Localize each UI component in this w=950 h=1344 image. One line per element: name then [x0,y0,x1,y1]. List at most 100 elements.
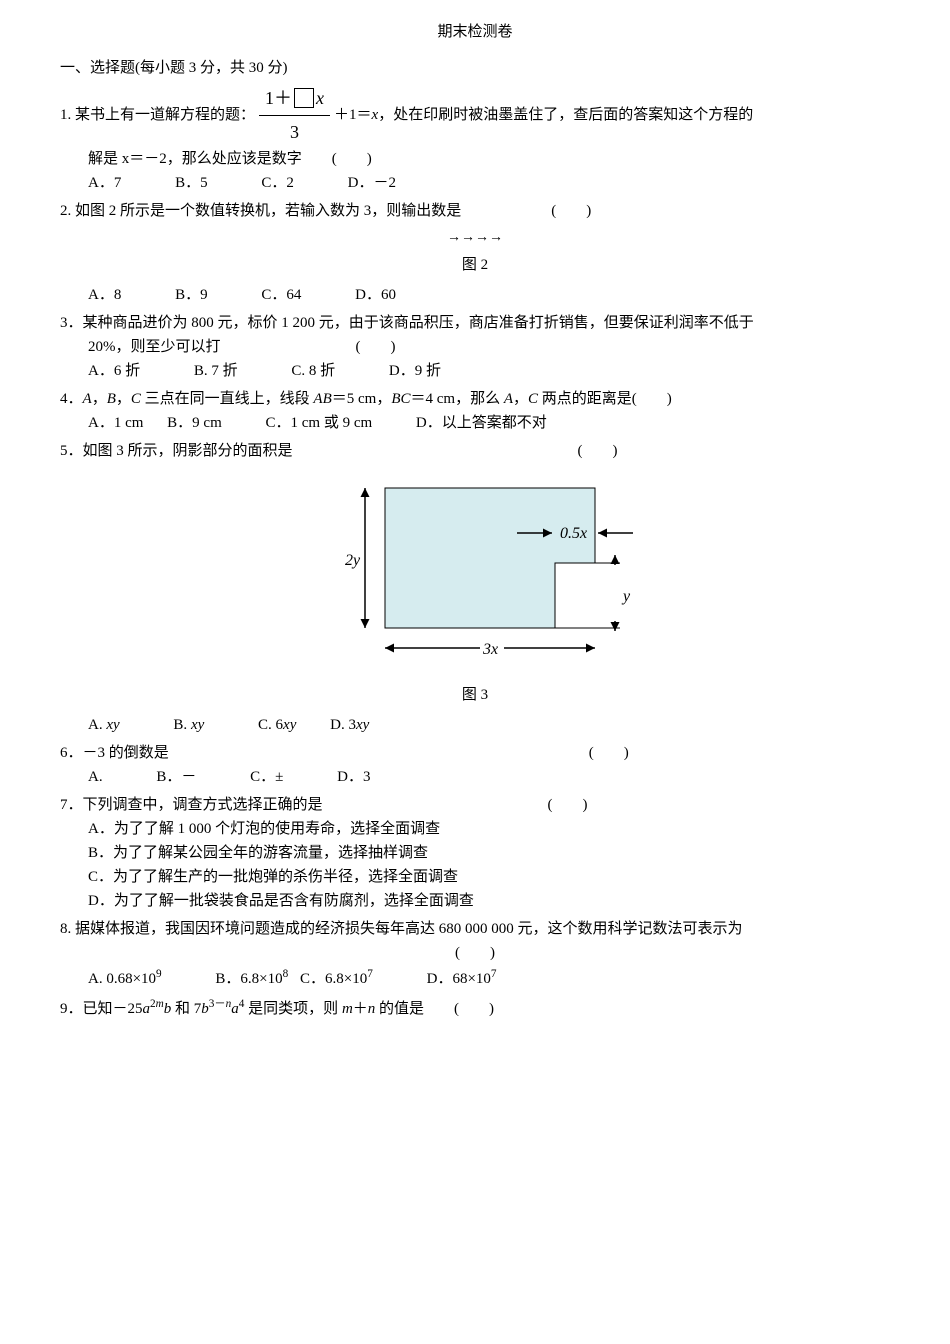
q9-e2-m: － [214,998,225,1010]
question-8: 8. 据媒体报道，我国因环境问题造成的经济损失每年高达 680 000 000 … [60,917,890,991]
q7-a: A．为了了解 1 000 个灯泡的使用寿命，选择全面调查 [60,817,890,841]
q5-choice-c: C. 6xy [258,713,296,737]
q4-mid1: 三点在同一直线上，线段 [141,391,314,407]
q1-choice-c: C．2 [261,171,294,195]
q8-choices: A. 0.68×109 B．6.8×108 C．6.8×107 D．68×107 [60,965,890,991]
blank-box-icon [294,88,314,108]
q4-cc2: C [528,391,538,407]
q9-m: m [342,1001,353,1017]
question-9: 9．已知－25a2mb 和 7b3－na4 是同类项，则 m＋n 的值是 ( ) [60,995,890,1021]
q1-fraction: 1＋ x 3 [259,84,330,147]
q1-choices: A．7 B．5 C．2 D．－2 [60,171,890,195]
q9-plus: ＋ [353,1001,368,1017]
q8c-pre: C．6.8×10 [300,971,367,987]
q8-text: 8. 据媒体报道，我国因环境问题造成的经济损失每年高达 680 000 000 … [60,917,890,941]
q5-choices: A. xy B. xy C. 6xy D. 3xy [60,713,890,737]
q1-pre: 1. 某书上有一道解方程的题： [60,103,255,127]
q3-choice-d: D．9 折 [389,359,441,383]
q7-text: 7．下列调查中，调查方式选择正确的是 ( ) [60,793,890,817]
question-3: 3．某种商品进价为 800 元，标价 1 200 元，由于该商品积压，商店准备打… [60,311,890,383]
q2-text: 2. 如图 2 所示是一个数值转换机，若输入数为 3，则输出数是 ( ) [60,199,890,223]
q8a-pre: A. 0.68×10 [88,971,156,987]
q1-num-left: 1＋ [265,84,292,113]
q6-text: 6．－3 的倒数是 ( ) [60,741,890,765]
q3-line2: 20%，则至少可以打 ( ) [60,335,890,359]
q1-den: 3 [290,116,299,147]
q7-c: C．为了了解生产的一批炮弹的杀伤半径，选择全面调查 [60,865,890,889]
q8b-sup: 8 [283,968,289,980]
q5d-pre: D. 3 [330,717,356,733]
q5-choice-a: A. xy [88,713,120,737]
q3-choice-b: B. 7 折 [194,359,238,383]
q9-mid: 和 7 [171,1001,201,1017]
question-5: 5．如图 3 所示，阴影部分的面积是 ( ) 2y 0.5x [60,439,890,737]
q9-a: a [143,1001,151,1017]
section-header-1: 一、选择题(每小题 3 分，共 30 分) [60,56,890,80]
q4-b: B [107,391,116,407]
q5b-var: xy [191,717,204,733]
svg-text:3x: 3x [482,641,498,658]
q8-choice-b: B．6.8×108 [215,965,288,991]
q4-pre: 4． [60,391,83,407]
question-2: 2. 如图 2 所示是一个数值转换机，若输入数为 3，则输出数是 ( ) →→→… [60,199,890,307]
q4-ab: AB [313,391,331,407]
question-4: 4．A，B，C 三点在同一直线上，线段 AB＝5 cm，BC＝4 cm，那么 A… [60,387,890,435]
q9-e1-m: m [156,998,164,1010]
q4-eq1: ＝5 cm， [332,391,392,407]
shaded-region [385,488,595,628]
q4-eq2: ＝4 cm，那么 [411,391,504,407]
page-title: 期末检测卷 [60,20,890,44]
q1-num-x: x [316,84,324,113]
q6-choice-c: C．± [250,765,283,789]
q4-a2: A [504,391,513,407]
q9-tail2: 的值是 ( ) [375,1001,494,1017]
q2-choice-b: B．9 [175,283,208,307]
q4-c1: ， [92,391,107,407]
q7-d: D．为了了解一批袋装食品是否含有防腐剂，选择全面调查 [60,889,890,913]
q4-line: 4．A，B，C 三点在同一直线上，线段 AB＝5 cm，BC＝4 cm，那么 A… [60,387,890,411]
q5c-var: xy [283,717,296,733]
question-6: 6．－3 的倒数是 ( ) A. B．－ C．± D．3 [60,741,890,789]
q8-paren: ( ) [60,941,890,965]
q8-choice-c: C．6.8×107 [300,965,373,991]
q5c-pre: C. 6 [258,717,283,733]
q4-choices: A．1 cm B．9 cm C．1 cm 或 9 cm D．以上答案都不对 [60,411,890,435]
q5-caption: 图 3 [60,683,890,707]
q4-choice-c: C．1 cm 或 9 cm [266,411,373,435]
q9-b2: b [201,1001,209,1017]
q4-c: C [131,391,141,407]
q6-choice-b: B．－ [156,765,196,789]
q4-tail: 两点的距离是( ) [538,391,672,407]
q9-a2: a [231,1001,239,1017]
q9-tail: 是同类项，则 [244,1001,342,1017]
q6-choice-d: D．3 [337,765,370,789]
q1-choice-d: D．－2 [348,171,396,195]
svg-text:2y: 2y [345,552,361,569]
q8b-pre: B．6.8×10 [215,971,282,987]
q2-caption: 图 2 [60,253,890,277]
q8-choice-a: A. 0.68×109 [88,965,162,991]
q8a-sup: 9 [156,968,162,980]
q3-text: 3．某种商品进价为 800 元，标价 1 200 元，由于该商品积压，商店准备打… [60,311,890,335]
q5-text: 5．如图 3 所示，阴影部分的面积是 ( ) [60,439,890,463]
q2-arrows: →→→→ [60,227,890,249]
q2-choice-d: D．60 [355,283,396,307]
q4-choice-a: A．1 cm [88,411,143,435]
q5a-var: xy [106,717,119,733]
q1-line2: 解是 x＝－2，那么处应该是数字 ( ) [60,147,890,171]
q5-choice-b: B. xy [173,713,204,737]
q1-choice-b: B．5 [175,171,208,195]
q6-choices: A. B．－ C．± D．3 [60,765,890,789]
q2-choices: A．8 B．9 C．64 D．60 [60,283,890,307]
q8d-pre: D．68×10 [427,971,491,987]
q4-choice-b: B．9 cm [167,411,222,435]
q4-bc: BC [391,391,410,407]
q4-c3: ， [513,391,528,407]
svg-text:y: y [621,588,631,605]
svg-text:0.5x: 0.5x [560,525,587,542]
q5b-pre: B. [173,717,191,733]
q1-choice-a: A．7 [88,171,121,195]
q5-figure: 2y 0.5x y 3x [60,473,890,673]
q8d-sup: 7 [491,968,497,980]
q2-choice-c: C．64 [261,283,301,307]
